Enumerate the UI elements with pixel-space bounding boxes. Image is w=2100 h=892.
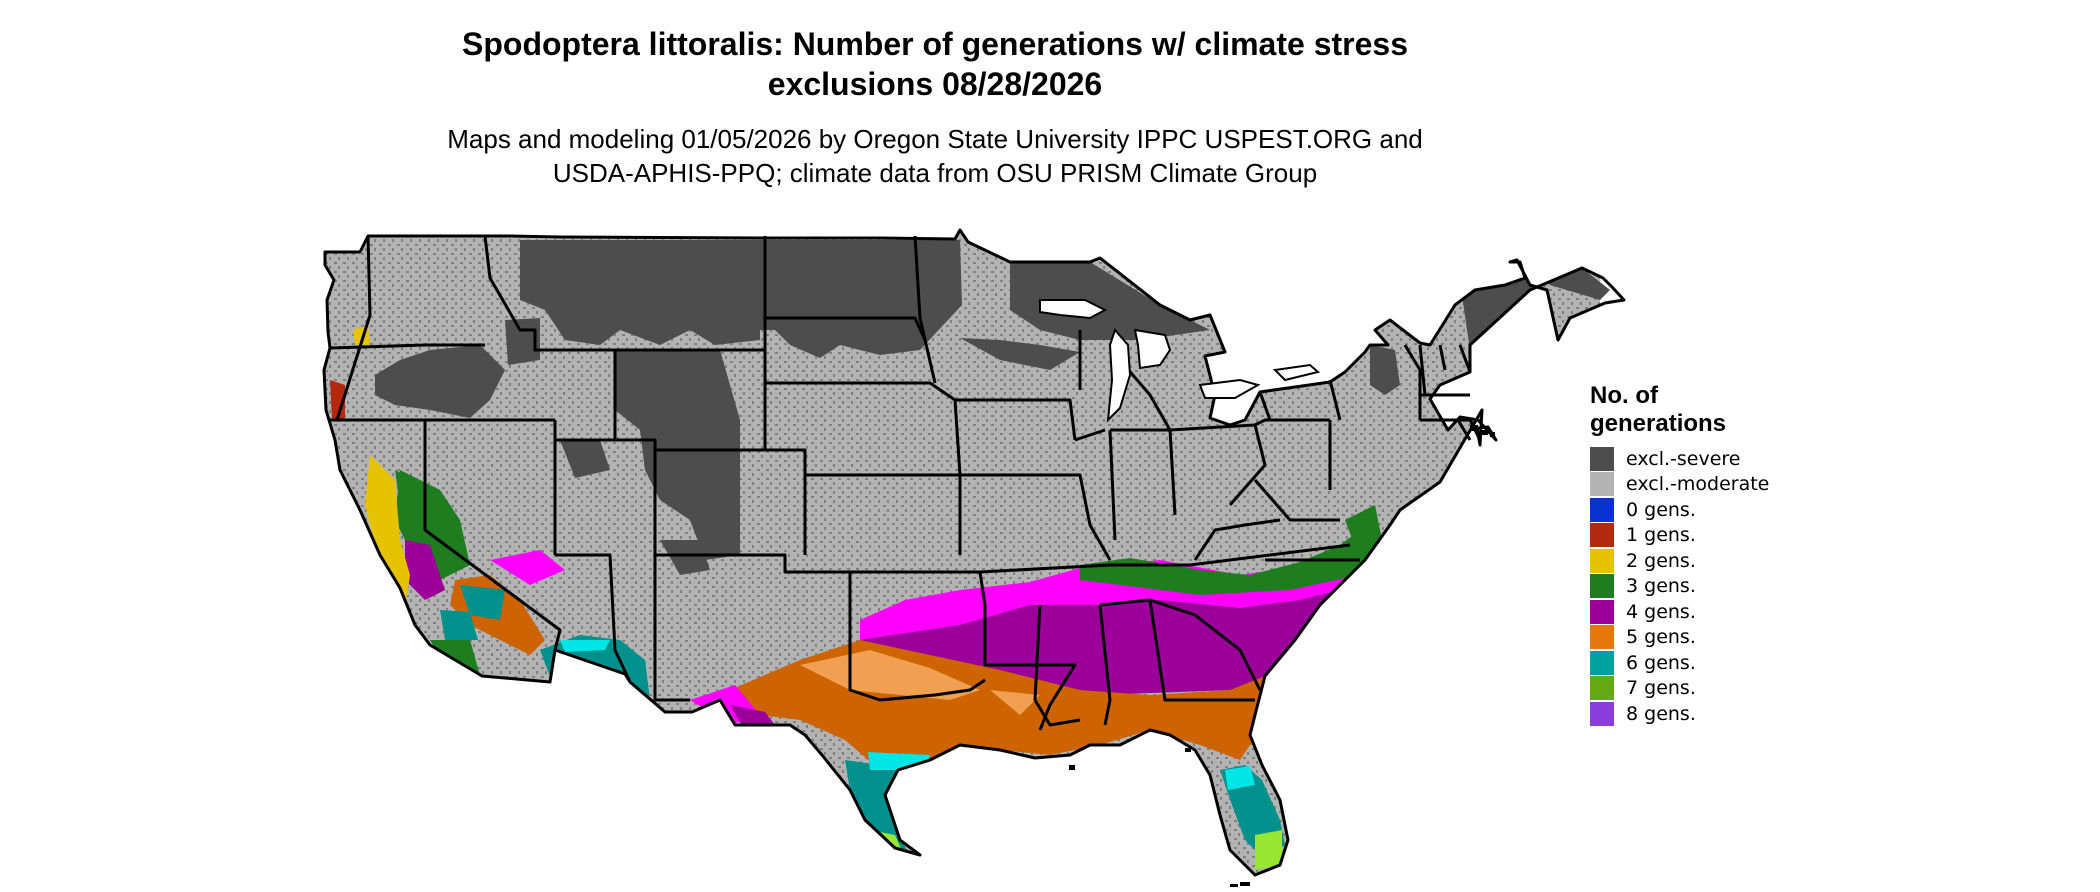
legend-item: excl.-moderate <box>1590 472 1870 498</box>
legend-swatch <box>1590 701 1614 726</box>
legend-label: 5 gens. <box>1626 626 1696 649</box>
legend-swatch <box>1590 548 1614 573</box>
legend-title: No. of generations <box>1590 382 1870 438</box>
map-title: Spodoptera littoralis: Number of generat… <box>0 24 1870 104</box>
legend-item: 4 gens. <box>1590 599 1870 625</box>
legend-item: 7 gens. <box>1590 676 1870 702</box>
legend-item: 3 gens. <box>1590 574 1870 600</box>
legend-item: 2 gens. <box>1590 548 1870 574</box>
legend-label: 8 gens. <box>1626 702 1696 725</box>
legend-title-line-1: No. of <box>1590 382 1658 409</box>
region-2-gens-california <box>365 455 410 610</box>
legend-label: 6 gens. <box>1626 651 1696 674</box>
state-borders <box>322 228 1626 877</box>
legend-swatch <box>1590 650 1614 675</box>
legend-swatch <box>1590 676 1614 701</box>
legend-label: 7 gens. <box>1626 677 1696 700</box>
legend-items: excl.-severe excl.-moderate 0 gens. 1 gens.… <box>1590 446 1870 727</box>
legend-swatch <box>1590 446 1614 471</box>
legend-title-line-2: generations <box>1590 410 1727 437</box>
legend-item: 0 gens. <box>1590 497 1870 523</box>
map-subtitle-line-2: USDA-APHIS-PPQ; climate data from OSU PR… <box>552 158 1318 188</box>
region-3-gens-southeast <box>1080 530 1370 595</box>
legend-label: 4 gens. <box>1626 600 1696 623</box>
map-title-line-2: exclusions 08/28/2026 <box>767 66 1103 102</box>
region-7-gens-florida <box>1255 830 1282 870</box>
legend-item: excl.-severe <box>1590 446 1870 472</box>
legend-swatch <box>1590 625 1614 650</box>
map-title-line-1: Spodoptera littoralis: Number of generat… <box>462 26 1408 62</box>
great-lakes <box>1039 299 1321 423</box>
legend-swatch <box>1590 472 1614 497</box>
legend-label: excl.-moderate <box>1626 473 1770 496</box>
legend-swatch <box>1590 599 1614 624</box>
region-excl-severe <box>324 230 1610 875</box>
coastal-islands <box>1069 425 1495 887</box>
legend-swatch <box>1590 574 1614 599</box>
generation-regions <box>324 230 1610 875</box>
legend-label: 0 gens. <box>1626 498 1696 521</box>
legend-swatch <box>1590 497 1614 522</box>
legend-item: 6 gens. <box>1590 650 1870 676</box>
legend-label: 2 gens. <box>1626 549 1696 572</box>
legend-label: 3 gens. <box>1626 575 1696 598</box>
legend-swatch <box>1590 523 1614 548</box>
map-subtitle: Maps and modeling 01/05/2026 by Oregon S… <box>0 122 1870 190</box>
legend-item: 1 gens. <box>1590 523 1870 549</box>
legend-item: 5 gens. <box>1590 625 1870 651</box>
legend-label: excl.-severe <box>1626 447 1741 470</box>
legend: No. of generations excl.-severe excl.-mod… <box>1590 382 1870 727</box>
legend-item: 8 gens. <box>1590 701 1870 727</box>
legend-label: 1 gens. <box>1626 524 1696 547</box>
map-subtitle-line-1: Maps and modeling 01/05/2026 by Oregon S… <box>447 124 1423 154</box>
